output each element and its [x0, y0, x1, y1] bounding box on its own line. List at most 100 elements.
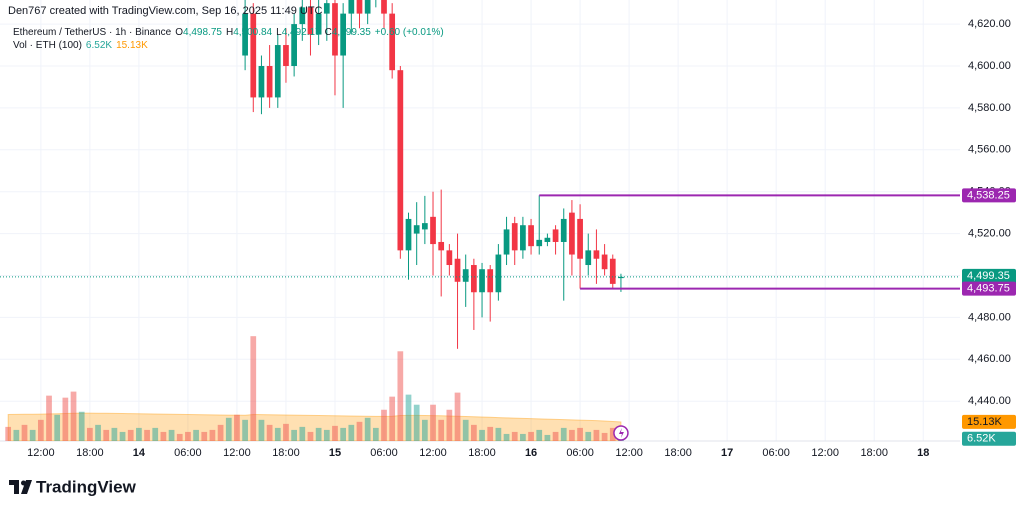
candle-body: [340, 13, 347, 56]
volume-bar: [552, 431, 559, 441]
volume-bar: [160, 431, 167, 441]
volume-bar: [487, 426, 494, 441]
volume-bar: [144, 429, 150, 441]
candle-body: [405, 218, 412, 251]
candle-body: [495, 254, 502, 293]
volume-bar: [446, 409, 453, 441]
x-tick-label: 12:00: [615, 447, 643, 459]
volume-bar: [520, 433, 526, 441]
logo-dot: [21, 480, 26, 486]
volume-bar: [364, 417, 371, 441]
volume-bar: [193, 429, 199, 441]
ohlc-key: L: [276, 27, 282, 38]
overlay: 12:00 18:00 14 06:00 12:00 18:00 15 06:00 12:00 1…: [0, 18, 1016, 459]
volume-bar: [307, 431, 314, 441]
volume-name: Vol · ETH (100): [13, 40, 82, 51]
volume-bar: [323, 429, 330, 441]
candle-body: [479, 269, 485, 293]
volume-pane: [5, 336, 624, 441]
candle-body: [528, 225, 534, 247]
volume-bar: [569, 429, 575, 441]
candle-body: [601, 254, 608, 270]
volume-bar: [528, 431, 534, 441]
candle-body: [552, 229, 559, 242]
volume-bar: [250, 336, 257, 441]
volume-bar: [70, 391, 77, 441]
volume-bar: [511, 431, 518, 441]
candle-body: [520, 225, 526, 251]
candle-body: [430, 216, 436, 245]
ohlc-key: O: [175, 27, 183, 38]
volume-value: 6.52K: [86, 40, 112, 51]
y-tick-label: 4,440.00: [968, 395, 1011, 407]
volume-bar: [356, 421, 363, 441]
candle-body: [299, 7, 306, 25]
volume-bar: [258, 419, 265, 441]
volume-bar: [315, 427, 322, 441]
volume-bar: [95, 424, 101, 441]
footer-text: TradingView: [36, 477, 137, 496]
volume-bar: [87, 427, 93, 441]
volume-bar: [438, 419, 445, 441]
x-tick-label: 06:00: [566, 447, 594, 459]
volume-badge: [962, 431, 1016, 446]
ohlc-value: 4,499.35: [332, 27, 371, 38]
volume-bar: [201, 431, 208, 441]
ohlc-value: 4,498.75: [183, 27, 222, 38]
volume-bar: [185, 431, 191, 441]
candle-body: [577, 218, 583, 259]
candle-body: [413, 225, 420, 234]
volume-bar: [13, 429, 20, 441]
volume-bar: [291, 429, 297, 441]
x-tick-label: 18:00: [76, 447, 104, 459]
y-tick-label: 4,620.00: [968, 18, 1011, 30]
candle-body: [487, 269, 494, 293]
y-tick-label: 4,520.00: [968, 228, 1011, 240]
volume-ma-label: 15.13K: [967, 416, 1003, 428]
volume-bar: [266, 424, 273, 441]
volume-bar: [5, 426, 12, 441]
ohlc-key: C: [325, 27, 332, 38]
volume-bar: [372, 427, 379, 441]
candle-body: [332, 3, 338, 56]
volume-bar: [593, 429, 600, 441]
candle-body: [266, 65, 273, 98]
volume-ma-badge: [962, 414, 1016, 429]
candle-body: [462, 269, 469, 282]
y-tick-label: 4,560.00: [968, 144, 1011, 156]
candle-body: [274, 45, 281, 98]
candle-body: [307, 7, 314, 35]
price-line-label: 4,538.25: [967, 189, 1010, 201]
last-price-label: 4,499.35: [967, 270, 1010, 282]
volume-bar: [536, 429, 543, 441]
volume-ma-value: 15.13K: [116, 40, 148, 51]
candle-body: [291, 24, 297, 66]
candle-body: [315, 13, 322, 35]
volume-bar: [462, 419, 469, 441]
candle-body: [471, 265, 477, 293]
x-tick-label: 12:00: [27, 447, 55, 459]
volume-bar: [479, 429, 485, 441]
candle-body: [364, 0, 371, 14]
grid: [0, 0, 960, 442]
x-tick-label: 12:00: [811, 447, 839, 459]
volume-bar: [21, 424, 28, 441]
candle-body: [258, 65, 265, 98]
volume-bar: [454, 392, 461, 441]
volume-bar: [544, 434, 551, 441]
volume-bar: [168, 429, 175, 441]
volume-bar: [609, 427, 616, 441]
legend-volume: Vol · ETH (100) 6.52K 15.13K: [13, 40, 148, 51]
x-tick-label: 16: [525, 447, 537, 459]
volume-bar: [471, 424, 477, 441]
volume-label: 6.52K: [967, 433, 996, 445]
volume-bar: [152, 427, 159, 441]
footer-logo: TradingView: [9, 477, 137, 496]
volume-bar: [397, 351, 404, 441]
volume-bar: [274, 427, 281, 441]
ohlc-value: 4,500.84: [233, 27, 272, 38]
volume-bar: [503, 433, 510, 441]
y-tick-label: 4,600.00: [968, 60, 1011, 72]
x-tick-label: 18:00: [272, 447, 300, 459]
candle-body: [389, 13, 396, 71]
